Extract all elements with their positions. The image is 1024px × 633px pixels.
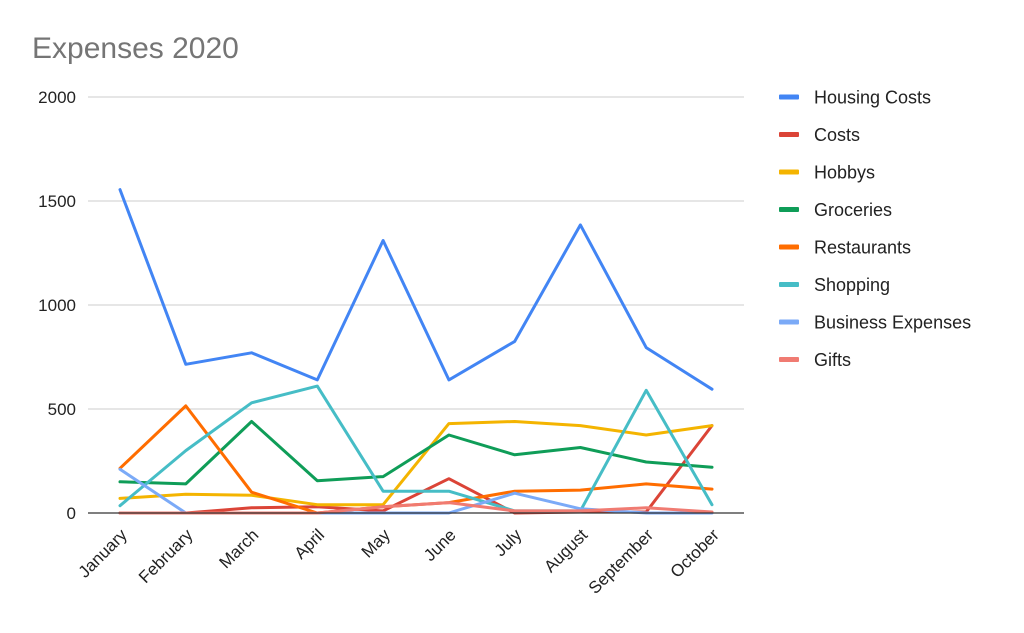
legend-swatch bbox=[779, 357, 799, 362]
series-line bbox=[118, 424, 714, 515]
legend-label: Costs bbox=[814, 125, 860, 145]
series-line bbox=[118, 420, 714, 507]
x-tick-label: September bbox=[585, 525, 657, 597]
legend-label: Housing Costs bbox=[814, 88, 931, 108]
legend-label: Hobbys bbox=[814, 163, 875, 183]
y-axis-ticks: 0 500 1000 1500 2000 bbox=[38, 88, 76, 523]
y-tick-label: 500 bbox=[48, 400, 76, 419]
x-tick-label: May bbox=[358, 525, 394, 561]
legend-swatch bbox=[779, 169, 799, 175]
series-line bbox=[118, 384, 714, 513]
legend-swatch bbox=[779, 132, 799, 137]
legend-label: Groceries bbox=[814, 200, 892, 220]
x-tick-label: March bbox=[216, 525, 263, 572]
y-tick-label: 1500 bbox=[38, 192, 76, 211]
legend-label: Shopping bbox=[814, 275, 890, 295]
x-tick-label: October bbox=[667, 525, 723, 581]
legend-label: Business Expenses bbox=[814, 313, 971, 333]
legend-swatch bbox=[779, 207, 799, 212]
series-line bbox=[118, 420, 714, 486]
x-tick-label: August bbox=[540, 525, 591, 576]
series-lines bbox=[118, 188, 714, 515]
legend-swatch bbox=[779, 319, 799, 325]
x-tick-label: July bbox=[491, 525, 526, 560]
legend-swatch bbox=[779, 244, 799, 250]
legend-swatch bbox=[779, 282, 799, 287]
series-line bbox=[118, 404, 714, 515]
y-tick-label: 0 bbox=[67, 504, 76, 523]
y-tick-label: 1000 bbox=[38, 296, 76, 315]
legend: Housing Costs Costs Hobbys Groceries Restaur… bbox=[779, 88, 971, 370]
x-axis-ticks: January February March April May June July Augu… bbox=[75, 525, 723, 598]
y-tick-label: 2000 bbox=[38, 88, 76, 107]
x-tick-label: June bbox=[420, 525, 460, 565]
legend-swatch bbox=[779, 94, 799, 100]
x-tick-label: February bbox=[135, 525, 197, 587]
legend-label: Restaurants bbox=[814, 238, 911, 258]
chart-title: Expenses 2020 bbox=[32, 32, 239, 65]
legend-label: Gifts bbox=[814, 350, 851, 370]
x-tick-label: January bbox=[75, 525, 132, 582]
x-tick-label: April bbox=[291, 525, 328, 562]
series-line bbox=[118, 188, 714, 391]
